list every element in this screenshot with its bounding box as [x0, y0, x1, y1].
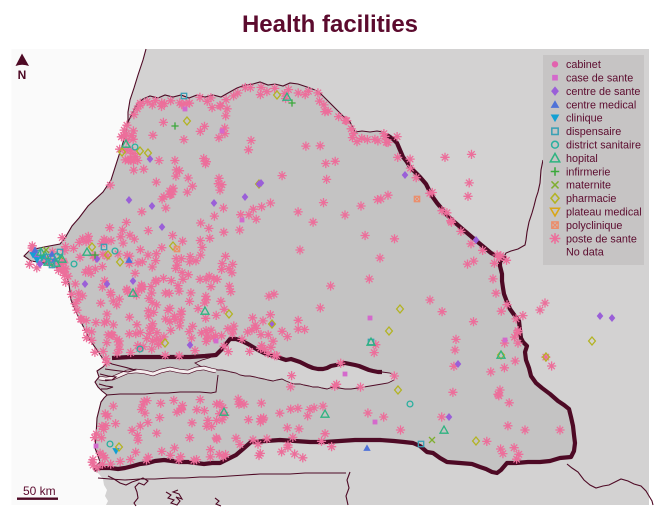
svg-text:No data: No data [566, 247, 604, 259]
svg-text:cabinet: cabinet [566, 59, 601, 71]
svg-text:case de sante: case de sante [566, 73, 633, 85]
svg-text:50 km: 50 km [23, 484, 56, 498]
svg-text:infirmerie: infirmerie [566, 166, 610, 178]
svg-text:pharmacie: pharmacie [566, 193, 616, 205]
svg-text:centre medical: centre medical [566, 99, 636, 111]
svg-text:clinique: clinique [566, 113, 603, 125]
svg-text:maternite: maternite [566, 180, 611, 192]
svg-text:dispensaire: dispensaire [566, 126, 621, 138]
svg-text:polyclinique: polyclinique [566, 220, 622, 232]
svg-text:centre de sante: centre de sante [566, 86, 640, 98]
svg-text:district sanitaire: district sanitaire [566, 140, 641, 152]
svg-text:N: N [18, 68, 27, 82]
svg-text:hopital: hopital [566, 153, 598, 165]
svg-text:plateau medical: plateau medical [566, 207, 642, 219]
svg-text:poste de sante: poste de sante [566, 233, 637, 245]
